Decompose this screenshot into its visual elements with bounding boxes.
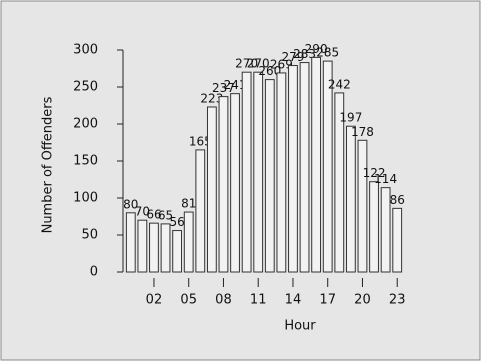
- value-label: 223: [200, 91, 223, 105]
- y-tick-label: 200: [73, 117, 98, 132]
- x-tick-label: 17: [319, 293, 336, 308]
- x-tick-label: 05: [180, 293, 197, 308]
- bar: [253, 71, 264, 273]
- value-label: 165: [189, 134, 212, 148]
- bar: [125, 212, 136, 273]
- value-label: 65: [158, 208, 173, 222]
- x-tick-label: 20: [354, 293, 371, 308]
- value-label: 285: [316, 46, 339, 60]
- bar: [195, 149, 206, 273]
- value-label: 241: [224, 78, 247, 92]
- bar: [334, 92, 345, 273]
- bar: [345, 125, 356, 273]
- value-label: 114: [374, 172, 397, 186]
- bar: [369, 181, 379, 273]
- y-tick-label: 150: [73, 154, 98, 169]
- bar: [183, 211, 194, 273]
- value-label: 66: [146, 208, 161, 222]
- y-tick-label: 300: [73, 43, 98, 58]
- y-axis-label: Number of Offenders: [41, 96, 56, 233]
- y-tick-label: 50: [81, 228, 98, 243]
- bar: [299, 62, 310, 273]
- bar: [137, 219, 148, 273]
- y-tick-label: 100: [73, 191, 98, 206]
- x-tick-label: 14: [285, 293, 302, 308]
- x-tick-label: 08: [215, 293, 232, 308]
- value-label: 81: [181, 197, 196, 211]
- x-tick-label: 02: [146, 293, 163, 308]
- value-label: 86: [390, 193, 405, 207]
- y-tick-label: 0: [90, 265, 98, 280]
- value-label: 270: [235, 57, 258, 71]
- value-label: 290: [305, 42, 328, 56]
- bar: [241, 71, 252, 273]
- value-label: 270: [247, 57, 270, 71]
- value-label: 269: [270, 57, 293, 71]
- bar: [264, 79, 275, 273]
- value-label: 237: [212, 81, 235, 95]
- bar: [230, 93, 240, 273]
- value-label: 197: [339, 111, 362, 125]
- value-label: 178: [351, 125, 374, 139]
- bar: [357, 139, 368, 273]
- bar: [288, 65, 298, 273]
- y-tick-label: 250: [73, 80, 98, 95]
- value-label: 56: [169, 215, 184, 229]
- value-label: 279: [282, 50, 305, 64]
- value-label: 122: [363, 166, 386, 180]
- value-label: 283: [293, 47, 316, 61]
- bar: [218, 96, 229, 273]
- value-label: 70: [135, 205, 150, 219]
- bar: [160, 223, 171, 273]
- bar: [172, 230, 183, 273]
- bar: [380, 187, 391, 273]
- x-tick-label: 23: [389, 293, 406, 308]
- bar: [311, 56, 322, 273]
- value-label: 260: [258, 64, 281, 78]
- x-axis-label: Hour: [284, 319, 316, 334]
- bar: [276, 72, 287, 273]
- bar: [322, 60, 333, 273]
- value-label: 80: [123, 197, 138, 211]
- bar: [392, 207, 403, 273]
- bar: [149, 222, 159, 273]
- x-tick-label: 11: [250, 293, 267, 308]
- bar: [206, 106, 217, 273]
- value-label: 242: [328, 77, 351, 91]
